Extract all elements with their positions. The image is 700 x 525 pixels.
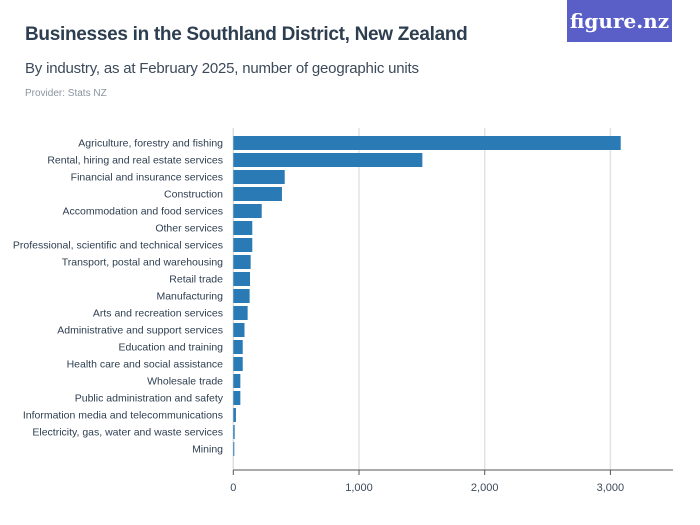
bar — [233, 323, 245, 337]
category-label: Financial and insurance services — [71, 172, 223, 184]
category-label: Agriculture, forestry and fishing — [78, 138, 223, 150]
category-label: Accommodation and food services — [63, 206, 224, 218]
category-label: Information media and telecommunications — [23, 410, 223, 422]
category-label: Transport, postal and warehousing — [62, 257, 223, 269]
bar — [233, 272, 251, 286]
category-label: Wholesale trade — [147, 376, 223, 388]
bar — [233, 170, 285, 184]
category-label: Construction — [164, 189, 223, 201]
category-label: Retail trade — [169, 274, 223, 286]
bar — [233, 187, 282, 201]
category-label: Public administration and safety — [75, 393, 224, 405]
tick-label: 0 — [230, 482, 236, 494]
category-label: Electricity, gas, water and waste servic… — [32, 427, 223, 439]
bar — [233, 306, 248, 320]
bar — [233, 357, 243, 371]
tick-label: 3,000 — [597, 482, 625, 494]
bar — [233, 136, 621, 150]
bar — [233, 408, 236, 422]
figure-nz-logo[interactable]: figure.nz — [567, 0, 672, 42]
tick-label: 1,000 — [345, 482, 373, 494]
category-label: Arts and recreation services — [93, 308, 223, 320]
tick-label: 2,000 — [471, 482, 499, 494]
bar — [233, 255, 251, 269]
category-label: Mining — [192, 444, 223, 456]
bar — [233, 204, 262, 218]
bar — [233, 340, 243, 354]
category-label: Other services — [155, 223, 223, 235]
bar — [233, 425, 235, 439]
provider-label: Provider: Stats NZ — [25, 88, 107, 99]
category-label: Administrative and support services — [57, 325, 223, 337]
category-label: Rental, hiring and real estate services — [47, 155, 223, 167]
bar — [233, 374, 241, 388]
chart-subtitle: By industry, as at February 2025, number… — [25, 60, 419, 77]
category-label: Education and training — [119, 342, 224, 354]
bar — [233, 153, 423, 167]
category-label: Health care and social assistance — [67, 359, 224, 371]
category-label: Professional, scientific and technical s… — [13, 240, 223, 252]
bar — [233, 289, 250, 303]
bar — [233, 391, 241, 405]
bar — [233, 442, 235, 456]
chart-title: Businesses in the Southland District, Ne… — [25, 24, 468, 45]
category-label: Manufacturing — [156, 291, 223, 303]
bar — [233, 238, 253, 252]
bar — [233, 221, 253, 235]
